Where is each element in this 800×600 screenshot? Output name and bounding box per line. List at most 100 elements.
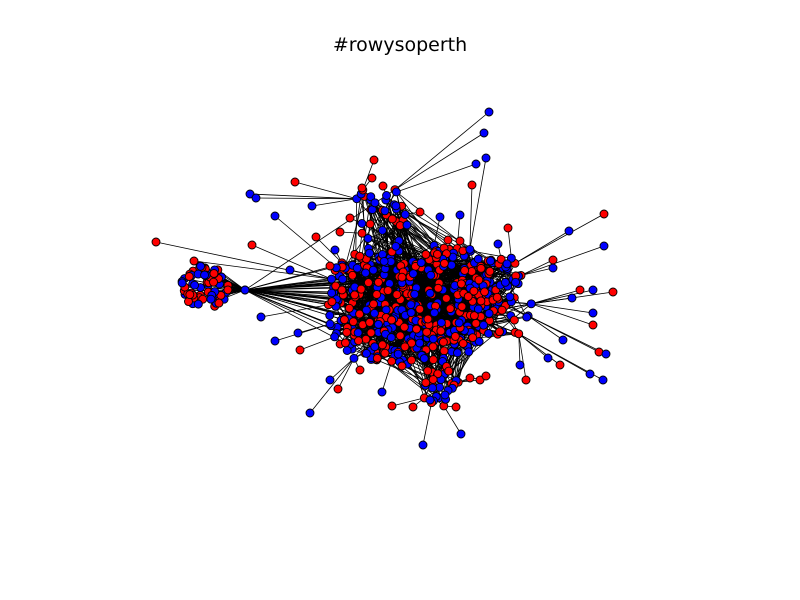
node-red (458, 339, 468, 348)
node-red (497, 305, 507, 315)
edge (260, 304, 329, 318)
node-red (509, 315, 519, 325)
node-red (355, 251, 365, 261)
node-blue (393, 349, 403, 359)
node-red (209, 277, 218, 287)
node-blue (447, 260, 457, 270)
edge (469, 184, 473, 250)
node-blue (425, 288, 435, 298)
node-blue (484, 107, 494, 117)
node-blue (293, 328, 303, 338)
node-red (441, 293, 451, 303)
node-blue (406, 300, 416, 310)
node-blue (473, 254, 483, 264)
node-blue (353, 328, 363, 338)
node-blue (373, 319, 383, 329)
node-blue (455, 210, 465, 220)
node-red (438, 337, 448, 347)
node-red (355, 309, 365, 319)
node-blue (453, 348, 462, 358)
node-blue (567, 293, 577, 303)
node-blue (366, 192, 376, 202)
node-blue (436, 318, 446, 328)
node-blue (245, 189, 255, 199)
node-blue (307, 201, 317, 211)
node-blue (416, 258, 426, 268)
node-blue (196, 261, 206, 271)
node-red (467, 180, 477, 190)
node-red (366, 328, 376, 338)
node-red (443, 235, 453, 245)
node-blue (370, 342, 380, 352)
node-red (209, 269, 219, 278)
node-red (335, 227, 345, 237)
edge (520, 259, 554, 276)
node-red (354, 336, 363, 346)
node-blue (418, 440, 428, 450)
node-blue (327, 274, 336, 284)
node-red (367, 173, 377, 183)
edge (531, 297, 573, 305)
node-blue (471, 159, 481, 169)
edge (531, 303, 594, 314)
node-blue (251, 193, 261, 203)
node-blue (285, 265, 295, 275)
edge (315, 236, 343, 264)
node-red (357, 228, 367, 238)
node-blue (305, 408, 315, 418)
edge (249, 193, 357, 200)
node-blue (484, 329, 493, 338)
node-red (399, 322, 409, 332)
node-blue (440, 390, 450, 400)
node-red (421, 378, 431, 388)
node-blue (484, 309, 494, 318)
node-red (460, 266, 470, 275)
node-blue (391, 187, 401, 197)
edge (498, 263, 528, 318)
node-blue (505, 292, 515, 302)
node-red (380, 348, 390, 358)
node-blue (502, 259, 512, 269)
node-red (514, 329, 524, 339)
node-blue (370, 308, 379, 318)
node-red (471, 318, 481, 328)
node-blue (330, 245, 340, 255)
node-blue (391, 241, 401, 251)
node-blue (352, 263, 362, 273)
node-red (423, 366, 433, 376)
node-blue (385, 279, 394, 288)
node-red (189, 256, 199, 266)
edge (294, 181, 357, 200)
node-blue (325, 319, 335, 329)
node-red (372, 290, 382, 299)
node-blue (342, 346, 352, 355)
node-red (378, 181, 388, 191)
node-red (408, 402, 418, 412)
node-red (363, 278, 373, 288)
node-red (476, 263, 486, 273)
node-blue (270, 211, 280, 221)
node-red (369, 155, 379, 165)
node-red (387, 401, 397, 411)
node-red (548, 255, 558, 265)
node-blue (526, 299, 536, 309)
edge (531, 303, 594, 326)
node-red (342, 327, 352, 337)
node-red (247, 240, 257, 250)
node-blue (419, 354, 429, 363)
node-red (397, 272, 407, 282)
node-red (469, 286, 479, 296)
node-red (311, 232, 321, 242)
node-blue (270, 336, 280, 346)
node-red (325, 261, 335, 271)
edge (396, 163, 477, 193)
node-red (369, 299, 378, 309)
node-blue (368, 265, 378, 275)
node-blue (338, 274, 348, 284)
node-blue (377, 387, 387, 397)
node-blue (379, 256, 389, 266)
edge (527, 315, 564, 341)
node-red (185, 290, 195, 300)
